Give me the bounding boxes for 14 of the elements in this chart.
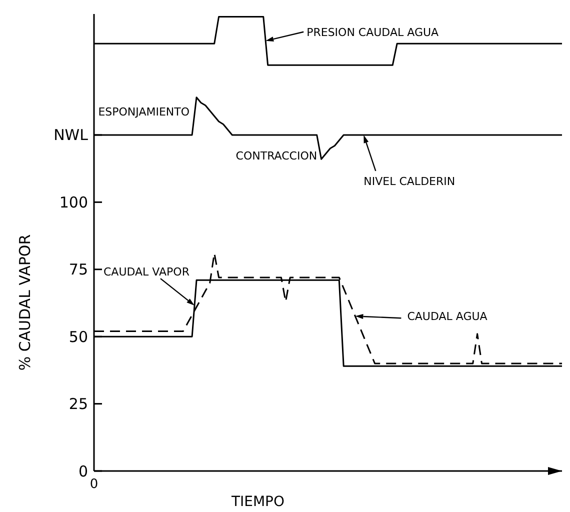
series-label: CAUDAL VAPOR (104, 266, 190, 279)
y-tick-label: 100 (59, 193, 88, 212)
legend-label: PRESION CAUDAL AGUA (306, 26, 440, 39)
y-tick-label: 50 (68, 328, 88, 346)
y-tick-label: NWL (54, 126, 89, 144)
y-axis-title: % CAUDAL VAPOR (16, 234, 34, 371)
y-tick-label: 75 (68, 260, 88, 279)
y-tick-label: 0 (78, 462, 88, 480)
x-axis-title: TIEMPO (230, 494, 285, 510)
y-tick-label: 25 (68, 395, 88, 414)
annotation: ESPONJAMIENTO (98, 105, 190, 118)
legend-label: CAUDAL AGUA (407, 310, 488, 324)
text: NIVEL CALDERIN (364, 174, 456, 188)
annotation: CONTRACCION (236, 149, 318, 162)
